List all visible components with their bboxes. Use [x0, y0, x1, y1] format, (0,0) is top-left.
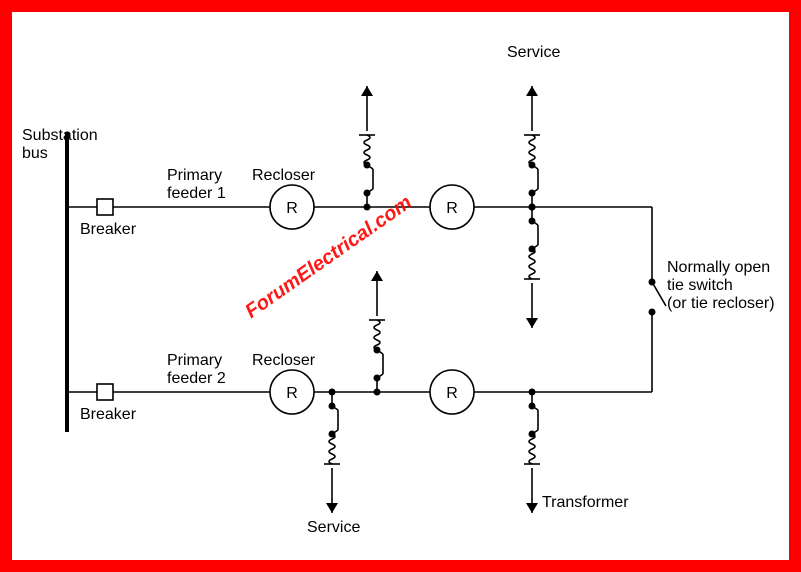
- substation-label: bus: [22, 145, 48, 162]
- transformer-winding-icon: [364, 135, 370, 165]
- service-label: Service: [307, 519, 360, 536]
- breaker-icon: [97, 384, 113, 400]
- tie-switch-icon: [652, 282, 666, 306]
- arrow-head-icon: [526, 318, 538, 328]
- transformer-winding-icon: [529, 249, 535, 279]
- recloser-label: R: [446, 385, 458, 402]
- service-label: Service: [507, 44, 560, 61]
- feeder1-label: Primary: [167, 167, 222, 184]
- recloser-label: R: [286, 385, 298, 402]
- recloser-label: Recloser: [252, 352, 316, 369]
- breaker-label: Breaker: [80, 221, 137, 238]
- arrow-head-icon: [361, 86, 373, 96]
- transformer-winding-icon: [529, 434, 535, 464]
- arrow-head-icon: [526, 86, 538, 96]
- transformer-winding-icon: [374, 320, 380, 350]
- recloser-label: Recloser: [252, 167, 316, 184]
- arrow-head-icon: [526, 503, 538, 513]
- circuit-diagram: RRRRSubstationbusPrimaryfeeder 1Primaryf…: [12, 12, 789, 560]
- transformer-winding-icon: [329, 434, 335, 464]
- tie-label: (or tie recloser): [667, 295, 775, 312]
- tie-label: Normally open: [667, 259, 770, 276]
- feeder2-label: feeder 2: [167, 370, 226, 387]
- recloser-label: R: [286, 200, 298, 217]
- breaker-icon: [97, 199, 113, 215]
- feeder1-label: feeder 1: [167, 185, 226, 202]
- arrow-head-icon: [371, 271, 383, 281]
- watermark: ForumElectrical.com: [241, 191, 416, 322]
- arrow-head-icon: [326, 503, 338, 513]
- recloser-label: R: [446, 200, 458, 217]
- transformer-winding-icon: [529, 135, 535, 165]
- breaker-label: Breaker: [80, 406, 137, 423]
- feeder2-label: Primary: [167, 352, 222, 369]
- tie-label: tie switch: [667, 277, 733, 294]
- substation-label: Substation: [22, 127, 98, 144]
- transformer-label: Transformer: [542, 494, 629, 511]
- diagram-frame: RRRRSubstationbusPrimaryfeeder 1Primaryf…: [0, 0, 801, 572]
